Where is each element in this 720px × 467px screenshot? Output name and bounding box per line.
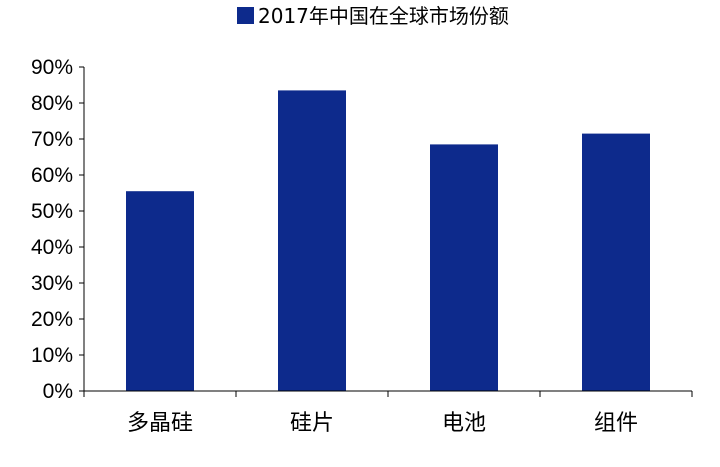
y-tick-label: 30% <box>31 272 73 295</box>
y-tick-label: 10% <box>31 344 73 367</box>
y-tick-label: 90% <box>31 56 73 79</box>
y-axis: 0% 10% 20% 30% 40% 50% 60% 70% 80% 90% <box>31 56 85 403</box>
x-category-label: 电池 <box>442 411 486 436</box>
y-tick-label: 80% <box>31 92 73 115</box>
bar-4 <box>582 133 650 391</box>
y-tick-label: 20% <box>31 308 73 331</box>
x-category-label: 组件 <box>594 411 638 436</box>
legend: 2017年中国在全球市场份额 <box>237 4 509 28</box>
x-category-label: 多晶硅 <box>127 411 193 436</box>
legend-swatch <box>237 7 254 24</box>
bar-1 <box>126 191 194 391</box>
x-category-label: 硅片 <box>290 411 334 436</box>
bar-3 <box>430 144 498 391</box>
x-axis: 多晶硅 硅片 电池 组件 <box>83 390 693 436</box>
y-tick-label: 70% <box>31 128 73 151</box>
y-tick-label: 0% <box>43 380 73 403</box>
bars <box>126 90 650 392</box>
bar-2 <box>278 90 346 392</box>
y-tick-label: 60% <box>31 164 73 187</box>
y-tick-label: 50% <box>31 200 73 223</box>
y-tick-label: 40% <box>31 236 73 259</box>
legend-label: 2017年中国在全球市场份额 <box>258 4 509 28</box>
